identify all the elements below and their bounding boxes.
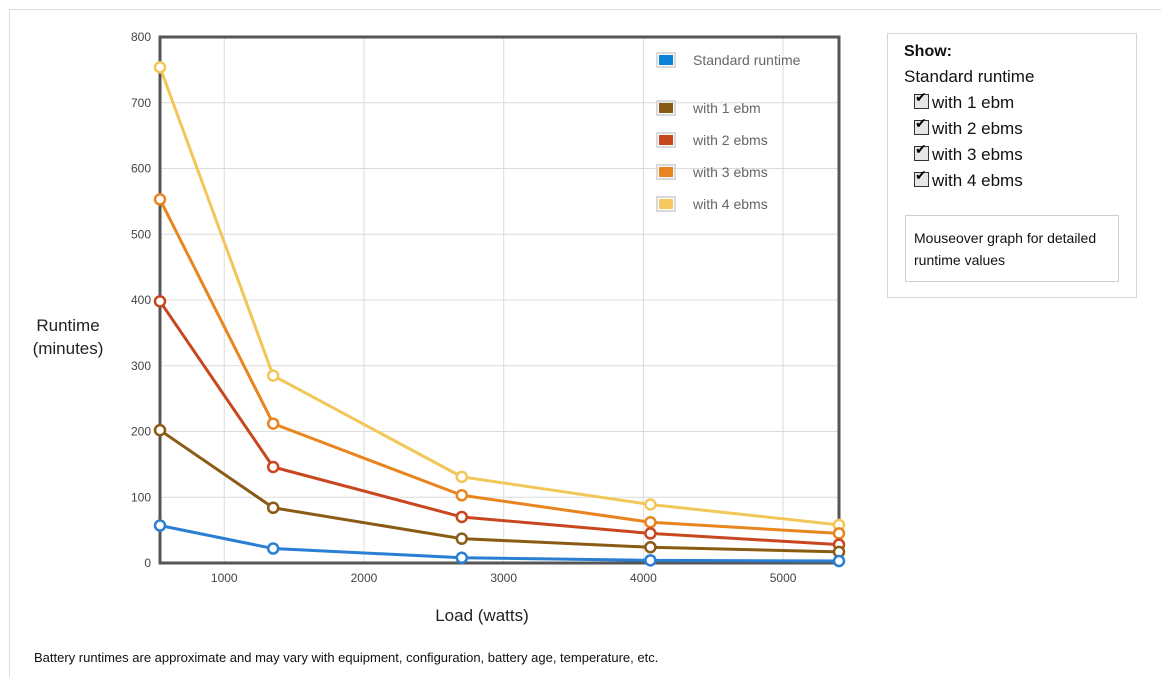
series-4-point xyxy=(644,498,657,511)
series-2-point xyxy=(266,460,280,474)
option-1-ebm[interactable]: with 1 ebm xyxy=(914,90,1015,115)
option-4-ebms[interactable]: with 4 ebms xyxy=(914,168,1023,193)
option-2-ebms[interactable]: with 2 ebms xyxy=(914,116,1023,141)
x-tick-label: 2000 xyxy=(351,571,378,585)
y-axis-label: Runtime (minutes) xyxy=(18,314,118,360)
y-tick-label: 700 xyxy=(131,96,151,110)
legend-swatch-3-ebms xyxy=(656,164,676,180)
y-tick-label: 400 xyxy=(131,293,151,307)
series-0-point xyxy=(644,554,657,567)
y-tick-label: 300 xyxy=(131,359,151,373)
legend-item-standard: Standard runtime xyxy=(654,50,824,98)
chart-frame xyxy=(9,9,1161,677)
footnote: Battery runtimes are approximate and may… xyxy=(34,650,659,665)
option-label-4-ebms: with 4 ebms xyxy=(932,171,1023,190)
option-3-ebms[interactable]: with 3 ebms xyxy=(914,142,1023,167)
legend-label-1-ebm: with 1 ebm xyxy=(693,100,761,116)
legend-swatch-1-ebm xyxy=(656,100,676,116)
legend-item-4-ebms: with 4 ebms xyxy=(654,194,824,226)
y-tick-label: 600 xyxy=(131,162,151,176)
series-3-point xyxy=(832,527,846,540)
series-3-point xyxy=(153,193,167,206)
option-label-1-ebm: with 1 ebm xyxy=(932,93,1015,112)
series-1-point xyxy=(455,532,469,545)
legend-swatch-2-ebms xyxy=(656,132,676,148)
checkbox-4-ebms[interactable] xyxy=(914,168,929,187)
x-tick-label: 3000 xyxy=(490,571,517,585)
series-4-point xyxy=(266,369,280,382)
series-2-point xyxy=(455,510,469,524)
series-0-point xyxy=(832,554,846,568)
y-tick-label: 800 xyxy=(131,30,151,44)
legend-swatch-4-ebms xyxy=(656,196,676,212)
legend-label-standard: Standard runtime xyxy=(693,52,801,68)
series-1-point xyxy=(153,423,167,437)
series-2-point xyxy=(153,295,167,308)
legend-label-4-ebms: with 4 ebms xyxy=(693,196,768,212)
series-0-point xyxy=(153,519,167,532)
y-axis-label-line2: (minutes) xyxy=(32,339,104,358)
checkbox-3-ebms[interactable] xyxy=(914,142,929,161)
legend-label-2-ebms: with 2 ebms xyxy=(693,132,768,148)
series-1-point xyxy=(644,540,657,554)
x-tick-label: 5000 xyxy=(770,571,797,585)
y-tick-label: 200 xyxy=(131,425,151,439)
option-label-2-ebms: with 2 ebms xyxy=(932,119,1023,138)
standard-runtime-label: Standard runtime xyxy=(904,67,1035,86)
legend-item-3-ebms: with 3 ebms xyxy=(654,162,824,194)
x-axis-label: Load (watts) xyxy=(435,606,529,625)
series-3-point xyxy=(455,489,469,502)
series-2-point xyxy=(644,527,657,540)
series-3-point xyxy=(266,417,280,430)
y-tick-label: 500 xyxy=(131,227,151,241)
series-1-point xyxy=(266,501,280,515)
mouseover-tip-text: Mouseover graph for detailed runtime val… xyxy=(914,230,1097,268)
legend-swatch-standard xyxy=(656,52,676,68)
y-tick-label: 0 xyxy=(144,556,151,570)
legend-item-2-ebms: with 2 ebms xyxy=(654,130,824,162)
series-3-point xyxy=(644,515,657,529)
series-0-point xyxy=(266,542,280,555)
x-tick-label: 4000 xyxy=(630,571,657,585)
y-axis-label-line1: Runtime xyxy=(36,316,100,335)
series-4-point xyxy=(153,60,167,74)
checkbox-2-ebms[interactable] xyxy=(914,116,929,135)
panel-title: Show: xyxy=(904,43,952,60)
series-0-point xyxy=(455,551,469,564)
option-label-3-ebms: with 3 ebms xyxy=(932,145,1023,164)
legend-item-1-ebm: with 1 ebm xyxy=(654,98,824,130)
x-tick-label: 1000 xyxy=(211,571,238,585)
mouseover-tip-box: Mouseover graph for detailed runtime val… xyxy=(905,215,1119,282)
checkbox-1-ebm[interactable] xyxy=(914,90,929,109)
chart-legend: Standard runtime with 1 ebm with 2 ebms … xyxy=(654,50,824,226)
show-options-panel: Show: Standard runtime with 1 ebm with 2… xyxy=(887,33,1137,298)
series-4-point xyxy=(455,470,469,484)
y-tick-label: 100 xyxy=(131,490,151,504)
legend-label-3-ebms: with 3 ebms xyxy=(693,164,768,180)
